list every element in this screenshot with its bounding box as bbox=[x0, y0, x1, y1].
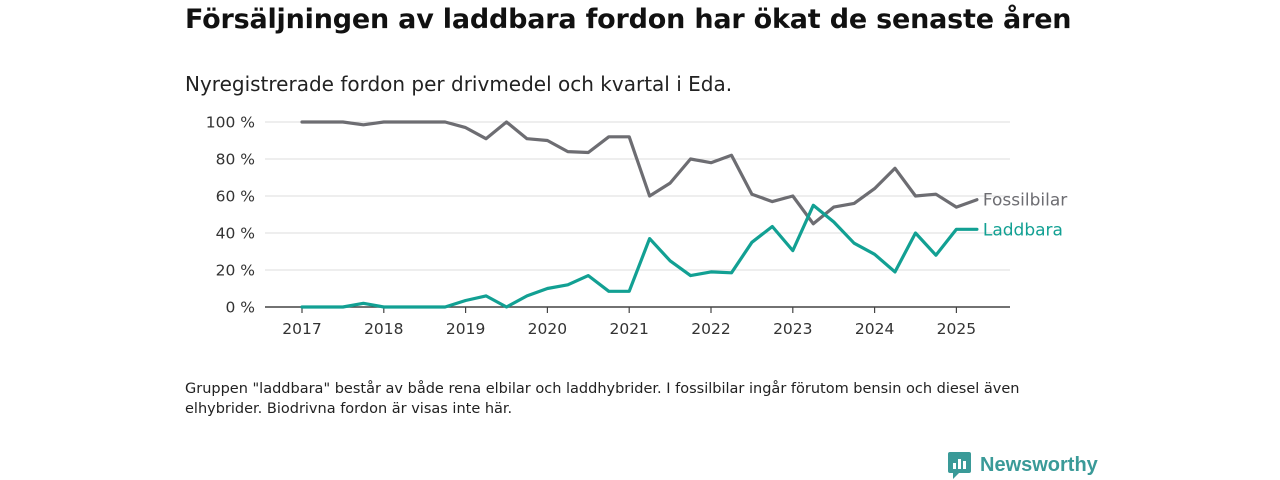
chart-title: Försäljningen av laddbara fordon har öka… bbox=[185, 4, 1072, 35]
y-tick-label: 20 % bbox=[216, 262, 255, 280]
y-tick-label: 80 % bbox=[216, 151, 255, 169]
x-tick-label: 2025 bbox=[937, 320, 976, 338]
y-axis: 0 % 20 % 40 % 60 % 80 % 100 % bbox=[206, 114, 255, 317]
y-tick-label: 40 % bbox=[216, 225, 255, 243]
x-tick-label: 2021 bbox=[609, 320, 648, 338]
newsworthy-logo-icon bbox=[948, 452, 971, 479]
line-chart: 0 % 20 % 40 % 60 % 80 % 100 % 2017 2018 2019 202… bbox=[206, 114, 1067, 339]
x-tick-label: 2017 bbox=[282, 320, 321, 338]
x-axis: 2017 2018 2019 2020 2021 2022 2023 2024 2025 bbox=[265, 306, 1010, 338]
x-tick-label: 2020 bbox=[528, 320, 567, 338]
x-tick-label: 2024 bbox=[855, 320, 894, 338]
x-tick-label: 2019 bbox=[446, 320, 485, 338]
y-tick-label: 60 % bbox=[216, 188, 255, 206]
series-line-fossilbilar bbox=[300, 120, 979, 226]
series-labels: Fossilbilar Laddbara bbox=[983, 191, 1067, 241]
series-line-laddbara bbox=[300, 203, 979, 309]
x-tick-label: 2022 bbox=[691, 320, 730, 338]
y-tick-label: 0 % bbox=[225, 299, 255, 317]
chart-subtitle: Nyregistrerade fordon per drivmedel och … bbox=[185, 72, 733, 96]
x-tick-label: 2018 bbox=[364, 320, 403, 338]
series-label-fossilbilar: Fossilbilar bbox=[983, 191, 1067, 211]
brand-name: Newsworthy bbox=[980, 453, 1098, 476]
series-lines bbox=[300, 120, 979, 309]
x-tick-label: 2023 bbox=[773, 320, 812, 338]
footnote: Gruppen "laddbara" består av både rena e… bbox=[185, 381, 1020, 417]
series-label-laddbara: Laddbara bbox=[983, 220, 1063, 240]
gridlines bbox=[265, 121, 1010, 271]
y-tick-label: 100 % bbox=[206, 114, 255, 132]
brand-logo[interactable]: Newsworthy bbox=[948, 450, 1098, 480]
